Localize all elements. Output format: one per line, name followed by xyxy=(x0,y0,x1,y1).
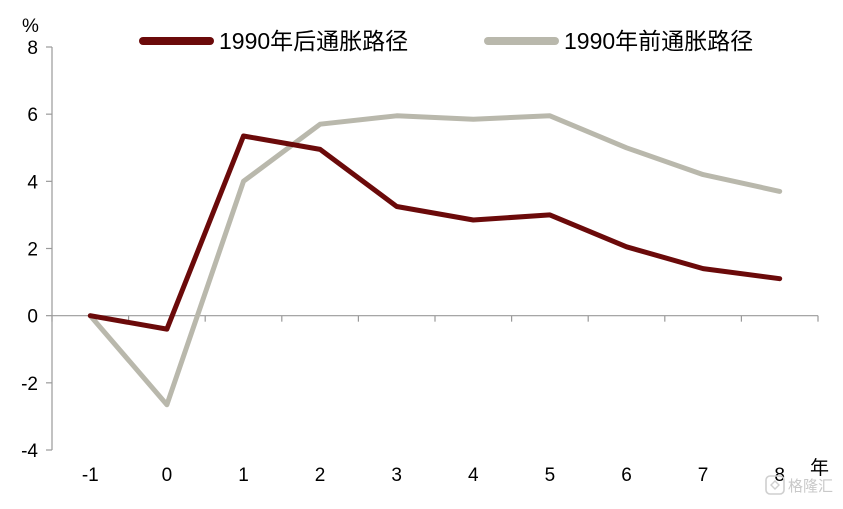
watermark-text: 格隆汇 xyxy=(788,478,833,495)
x-tick-label: 7 xyxy=(698,465,709,486)
y-tick-label: 4 xyxy=(27,172,38,193)
y-tick-label: -4 xyxy=(21,441,38,462)
y-tick-label: 0 xyxy=(27,307,38,328)
watermark: 格隆汇 xyxy=(765,475,833,495)
y-tick-label: -2 xyxy=(21,374,38,395)
y-tick-label: 6 xyxy=(27,105,38,126)
series-layer xyxy=(87,113,783,408)
series-line-2 xyxy=(87,113,783,408)
x-tick-label: 2 xyxy=(315,465,326,486)
watermark-logo-icon xyxy=(765,475,785,495)
x-tick-label: 4 xyxy=(468,465,479,486)
legend-label-2: 1990年前通胀路径 xyxy=(564,28,753,54)
series-line-1 xyxy=(87,133,783,332)
x-tick-label: 0 xyxy=(162,465,173,486)
x-axis-unit-label: 年 xyxy=(810,457,829,479)
y-axis-unit-label: % xyxy=(22,16,39,37)
legend-label-1: 1990年后通胀路径 xyxy=(219,28,408,54)
x-tick-label: 1 xyxy=(238,465,249,486)
y-tick-label: 8 xyxy=(27,38,38,59)
legend: 1990年后通胀路径 1990年前通胀路径 xyxy=(139,28,753,54)
y-tick-label: 2 xyxy=(27,240,38,261)
x-tick-label: 3 xyxy=(391,465,402,486)
x-tick-label: 5 xyxy=(545,465,556,486)
x-tick-label: -1 xyxy=(82,465,99,486)
x-tick-label: 6 xyxy=(621,465,632,486)
